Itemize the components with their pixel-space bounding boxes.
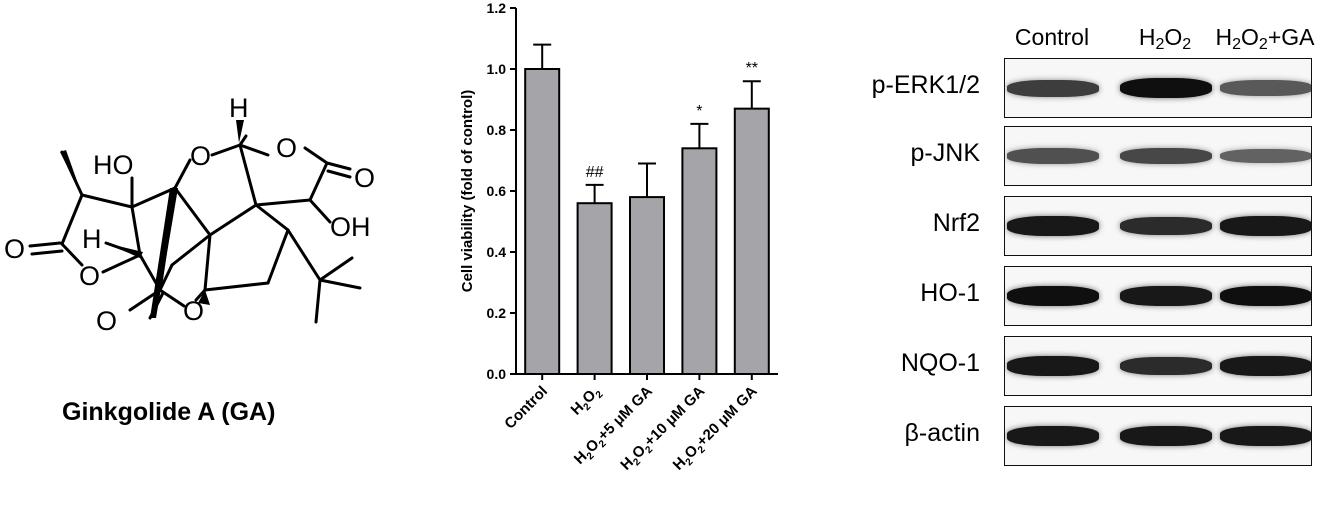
chemical-structure-panel: HO H O O O OH H O O O O Ginkgolide A (GA… (0, 0, 420, 510)
protein-band (1120, 356, 1212, 376)
bar (629, 196, 665, 375)
protein-band (1120, 426, 1212, 446)
protein-band (1220, 356, 1311, 376)
protein-band (1007, 286, 1099, 306)
blot-column-headers: Control H2O2 H2O2+GA (1015, 24, 1316, 53)
blot-row-label: HO-1 (920, 279, 980, 307)
blot-membrane-strip (1004, 266, 1312, 326)
y-axis-label: Cell viability (fold of control) (459, 90, 476, 293)
x-tick-label: H2O2 (568, 382, 606, 420)
cell-viability-bar-chart: 0.0 0.2 0.4 0.6 0.8 1.0 1.2 Cell viability (fol… (459, 0, 778, 474)
protein-band (1007, 426, 1099, 446)
atom-label: O (4, 234, 25, 264)
significance-label: ## (586, 164, 604, 181)
protein-band (1120, 147, 1212, 165)
blot-membrane-strip (1004, 58, 1312, 118)
blot-membrane-strip (1004, 196, 1312, 256)
blot-membrane-strip (1004, 406, 1312, 466)
compound-name: Ginkgolide A (GA) (62, 398, 276, 426)
atom-label: O (96, 306, 117, 336)
y-tick-label: 1.2 (487, 0, 507, 16)
protein-band (1220, 148, 1311, 164)
protein-band (1120, 286, 1212, 306)
protein-band (1220, 80, 1311, 96)
atom-label: HO (93, 150, 134, 180)
y-tick-label: 1.0 (487, 61, 507, 77)
protein-band (1220, 286, 1311, 306)
protein-band (1220, 426, 1311, 446)
y-tick-label: 0.4 (487, 244, 507, 260)
bar (681, 147, 718, 375)
significance-label: ** (746, 60, 758, 77)
y-tick-label: 0.6 (487, 183, 507, 199)
blot-row-label: p-JNK (910, 139, 980, 167)
blot-row-label: β-actin (904, 419, 980, 447)
protein-band (1220, 216, 1311, 236)
protein-band (1007, 79, 1099, 97)
atom-label: O (79, 261, 100, 291)
western-blot-panel: Control H2O2 H2O2+GA p-ERK1/2 p-JNK Nrf2 HO-1 N… (840, 0, 1326, 510)
protein-band (1007, 356, 1099, 376)
protein-band (1120, 78, 1212, 98)
atom-label: H (229, 93, 249, 123)
y-tick-label: 0.2 (487, 305, 507, 321)
protein-band (1007, 216, 1099, 236)
blot-column-header: H2O2 (1139, 24, 1191, 53)
atom-label: O (183, 296, 204, 326)
bar (524, 68, 561, 375)
significance-label: * (696, 103, 702, 120)
cell-viability-chart-panel: 0.0 0.2 0.4 0.6 0.8 1.0 1.2 Cell viability (fol… (430, 0, 810, 510)
bar (576, 202, 613, 375)
protein-band (1120, 216, 1212, 236)
blot-row-label: p-ERK1/2 (871, 71, 980, 99)
blot-row-label: Nrf2 (932, 209, 980, 237)
bar (733, 107, 770, 376)
x-tick-label: Control (501, 383, 551, 433)
atom-label: O (276, 133, 297, 163)
blot-row-label: NQO-1 (900, 349, 980, 377)
atom-label: O (190, 141, 211, 171)
y-tick-label: 0.8 (487, 122, 507, 138)
blot-membrane-strip (1004, 336, 1312, 396)
atom-label: OH (330, 212, 371, 242)
blot-column-header: Control (1015, 24, 1089, 50)
atom-label: O (354, 163, 375, 193)
blot-membrane-strip (1004, 126, 1312, 186)
blot-column-header: H2O2+GA (1216, 24, 1316, 53)
y-tick-label: 0.0 (487, 366, 507, 382)
ginkgolide-structure-diagram: HO H O O O OH H O O O O (4, 93, 375, 336)
atom-label: H (82, 224, 102, 254)
protein-band (1007, 148, 1099, 164)
